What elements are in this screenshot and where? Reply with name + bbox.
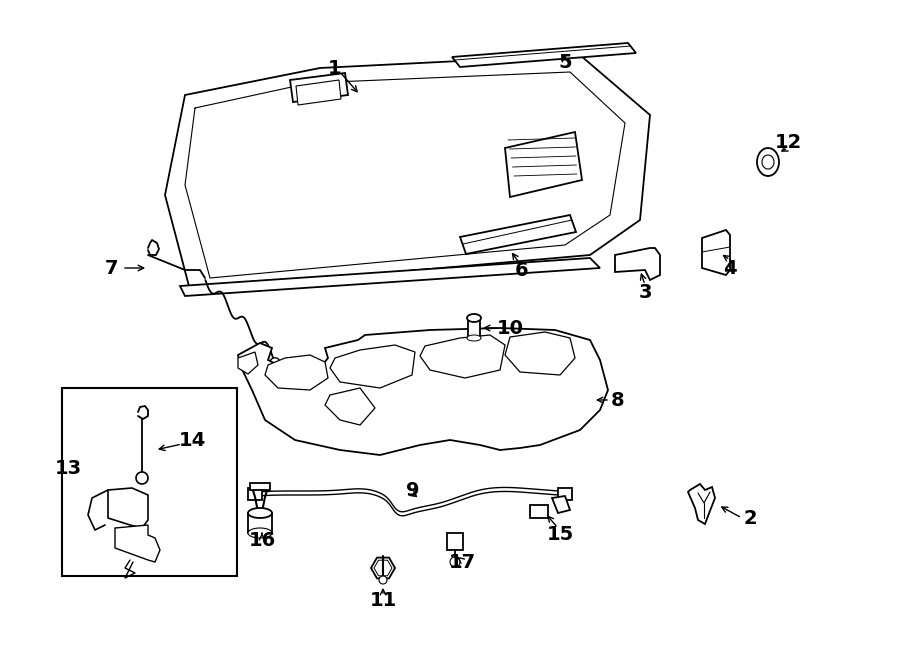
Bar: [62, 388, 237, 576]
Polygon shape: [688, 484, 715, 524]
Polygon shape: [558, 488, 572, 500]
Polygon shape: [250, 483, 270, 490]
Polygon shape: [330, 345, 415, 388]
Polygon shape: [238, 352, 258, 374]
Polygon shape: [238, 328, 608, 455]
Text: 13: 13: [54, 459, 82, 477]
Text: 4: 4: [724, 258, 737, 278]
Polygon shape: [265, 355, 328, 390]
Polygon shape: [115, 525, 160, 562]
Polygon shape: [374, 561, 392, 576]
Text: 6: 6: [515, 260, 529, 280]
Polygon shape: [505, 132, 582, 197]
Polygon shape: [757, 148, 779, 176]
Polygon shape: [371, 558, 395, 578]
Text: 12: 12: [774, 134, 802, 153]
Text: 15: 15: [546, 525, 573, 545]
Text: 3: 3: [638, 284, 652, 303]
Text: 11: 11: [369, 590, 397, 609]
Polygon shape: [270, 358, 280, 368]
Polygon shape: [460, 215, 576, 254]
Polygon shape: [248, 488, 262, 500]
Polygon shape: [248, 513, 272, 533]
Polygon shape: [296, 80, 341, 105]
Polygon shape: [615, 248, 660, 280]
Polygon shape: [762, 155, 774, 169]
Polygon shape: [108, 488, 148, 528]
Polygon shape: [248, 528, 272, 538]
Text: 2: 2: [743, 508, 757, 527]
Text: 14: 14: [178, 430, 205, 449]
Polygon shape: [420, 335, 505, 378]
Text: 17: 17: [448, 553, 475, 572]
Polygon shape: [552, 496, 570, 513]
Text: 10: 10: [497, 319, 524, 338]
Polygon shape: [379, 576, 387, 584]
Text: 16: 16: [248, 531, 275, 549]
Text: 9: 9: [406, 481, 419, 500]
Polygon shape: [450, 557, 460, 567]
Polygon shape: [467, 335, 481, 341]
Text: 1: 1: [328, 59, 342, 77]
Text: 8: 8: [611, 391, 625, 410]
Polygon shape: [505, 332, 575, 375]
Polygon shape: [136, 472, 148, 484]
Polygon shape: [702, 230, 730, 275]
Polygon shape: [290, 73, 348, 102]
Text: 5: 5: [558, 52, 572, 71]
Polygon shape: [452, 43, 636, 67]
Polygon shape: [530, 505, 548, 518]
Text: 7: 7: [105, 258, 119, 278]
Polygon shape: [248, 508, 272, 518]
Polygon shape: [468, 318, 480, 338]
Polygon shape: [447, 533, 463, 550]
Polygon shape: [180, 258, 600, 296]
Polygon shape: [467, 314, 481, 322]
Polygon shape: [165, 55, 650, 290]
Polygon shape: [325, 388, 375, 425]
